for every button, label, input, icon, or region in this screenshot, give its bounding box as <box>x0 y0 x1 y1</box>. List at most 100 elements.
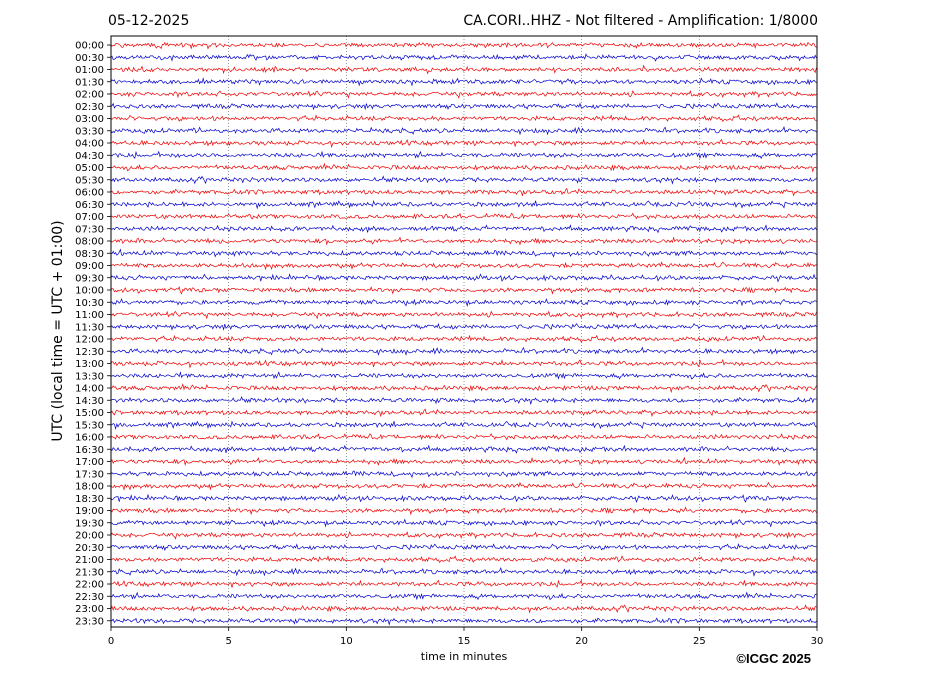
row-label-0200: 02:00 <box>75 90 104 101</box>
trace-2100 <box>110 555 817 564</box>
x-tick-label-20: 20 <box>575 636 588 647</box>
trace-1400 <box>110 383 817 394</box>
row-label-2130: 21:30 <box>75 567 104 578</box>
trace-1900 <box>110 506 817 516</box>
row-label-0830: 08:30 <box>75 249 104 260</box>
row-label-2300: 23:00 <box>75 604 104 615</box>
row-label-1230: 12:30 <box>75 347 104 358</box>
row-label-0700: 07:00 <box>75 212 104 223</box>
row-label-1200: 12:00 <box>75 335 104 346</box>
row-label-1830: 18:30 <box>75 494 104 505</box>
trace-1200 <box>110 334 817 343</box>
trace-2330 <box>110 617 817 626</box>
trace-0630 <box>110 199 817 210</box>
trace-1000 <box>110 286 817 295</box>
trace-0430 <box>110 150 817 160</box>
trace-1730 <box>110 470 817 479</box>
trace-0330 <box>110 126 817 136</box>
x-tick-label-30: 30 <box>811 636 824 647</box>
trace-0930 <box>110 273 817 283</box>
trace-0900 <box>110 261 817 271</box>
row-label-0900: 09:00 <box>75 261 104 272</box>
trace-1830 <box>110 493 817 504</box>
row-label-0800: 08:00 <box>75 237 104 248</box>
row-label-0930: 09:30 <box>75 273 104 284</box>
trace-2300 <box>110 604 817 614</box>
row-label-1600: 16:00 <box>75 433 104 444</box>
trace-0500 <box>110 162 817 173</box>
trace-1530 <box>110 420 817 431</box>
trace-1700 <box>110 456 817 466</box>
trace-1100 <box>110 310 817 320</box>
trace-0830 <box>110 248 817 258</box>
chart-date: 05-12-2025 <box>108 13 189 29</box>
x-tick-label-0: 0 <box>108 636 114 647</box>
row-label-1700: 17:00 <box>75 457 104 468</box>
row-label-1430: 14:30 <box>75 396 104 407</box>
plot-frame <box>110 35 818 628</box>
trace-0000 <box>110 41 817 50</box>
trace-0700 <box>110 212 817 220</box>
row-label-1630: 16:30 <box>75 445 104 456</box>
row-label-1300: 13:00 <box>75 359 104 370</box>
row-label-0130: 01:30 <box>75 77 104 88</box>
row-label-0630: 06:30 <box>75 200 104 211</box>
trace-0030 <box>110 53 817 62</box>
x-tick-label-5: 5 <box>225 636 231 647</box>
y-axis-label: UTC (local time = UTC + 01:00) <box>50 220 66 441</box>
trace-0400 <box>110 138 817 149</box>
trace-0530 <box>110 175 817 185</box>
trace-1130 <box>110 322 817 331</box>
row-label-1400: 14:00 <box>75 384 104 395</box>
row-label-0430: 04:30 <box>75 151 104 162</box>
trace-1230 <box>110 346 817 356</box>
row-label-2030: 20:30 <box>75 543 104 554</box>
row-label-1900: 19:00 <box>75 506 104 517</box>
trace-1800 <box>110 481 817 491</box>
row-label-0730: 07:30 <box>75 224 104 235</box>
row-label-2100: 21:00 <box>75 555 104 566</box>
row-label-0100: 01:00 <box>75 65 104 76</box>
trace-0100 <box>110 64 817 75</box>
x-axis-label: time in minutes <box>421 650 508 663</box>
trace-0730 <box>110 224 817 234</box>
row-label-2330: 23:30 <box>75 616 104 627</box>
trace-1500 <box>110 408 817 418</box>
x-tick-group: 0 5 10 15 20 25 30 <box>108 627 824 647</box>
row-label-1530: 15:30 <box>75 420 104 431</box>
row-label-0030: 00:30 <box>75 53 104 64</box>
row-label-1800: 18:00 <box>75 482 104 493</box>
trace-2000 <box>110 531 817 540</box>
trace-2130 <box>110 567 817 577</box>
trace-2030 <box>110 543 817 552</box>
row-label-1500: 15:00 <box>75 408 104 419</box>
trace-group <box>110 41 817 626</box>
row-label-0530: 05:30 <box>75 175 104 186</box>
trace-1630 <box>110 444 817 454</box>
trace-1330 <box>110 371 817 380</box>
grid-lines <box>228 36 700 627</box>
trace-1600 <box>110 433 817 441</box>
row-label-1030: 10:30 <box>75 298 104 309</box>
row-label-2230: 22:30 <box>75 592 104 603</box>
trace-1930 <box>110 518 817 528</box>
row-label-0300: 03:00 <box>75 114 104 125</box>
row-label-0230: 02:30 <box>75 102 104 113</box>
trace-0800 <box>110 236 817 246</box>
trace-1300 <box>110 358 817 369</box>
trace-0130 <box>110 77 817 87</box>
row-label-2200: 22:00 <box>75 580 104 591</box>
row-label-1000: 10:00 <box>75 286 104 297</box>
trace-2230 <box>110 591 817 601</box>
chart-title: CA.CORI..HHZ - Not filtered - Amplificat… <box>463 13 818 29</box>
trace-0300 <box>110 114 817 123</box>
trace-2200 <box>110 579 817 588</box>
row-label-1930: 19:30 <box>75 518 104 529</box>
row-label-0330: 03:30 <box>75 126 104 137</box>
trace-0600 <box>110 187 817 197</box>
x-tick-label-10: 10 <box>340 636 353 647</box>
trace-0200 <box>110 90 817 99</box>
row-label-0500: 05:00 <box>75 163 104 174</box>
